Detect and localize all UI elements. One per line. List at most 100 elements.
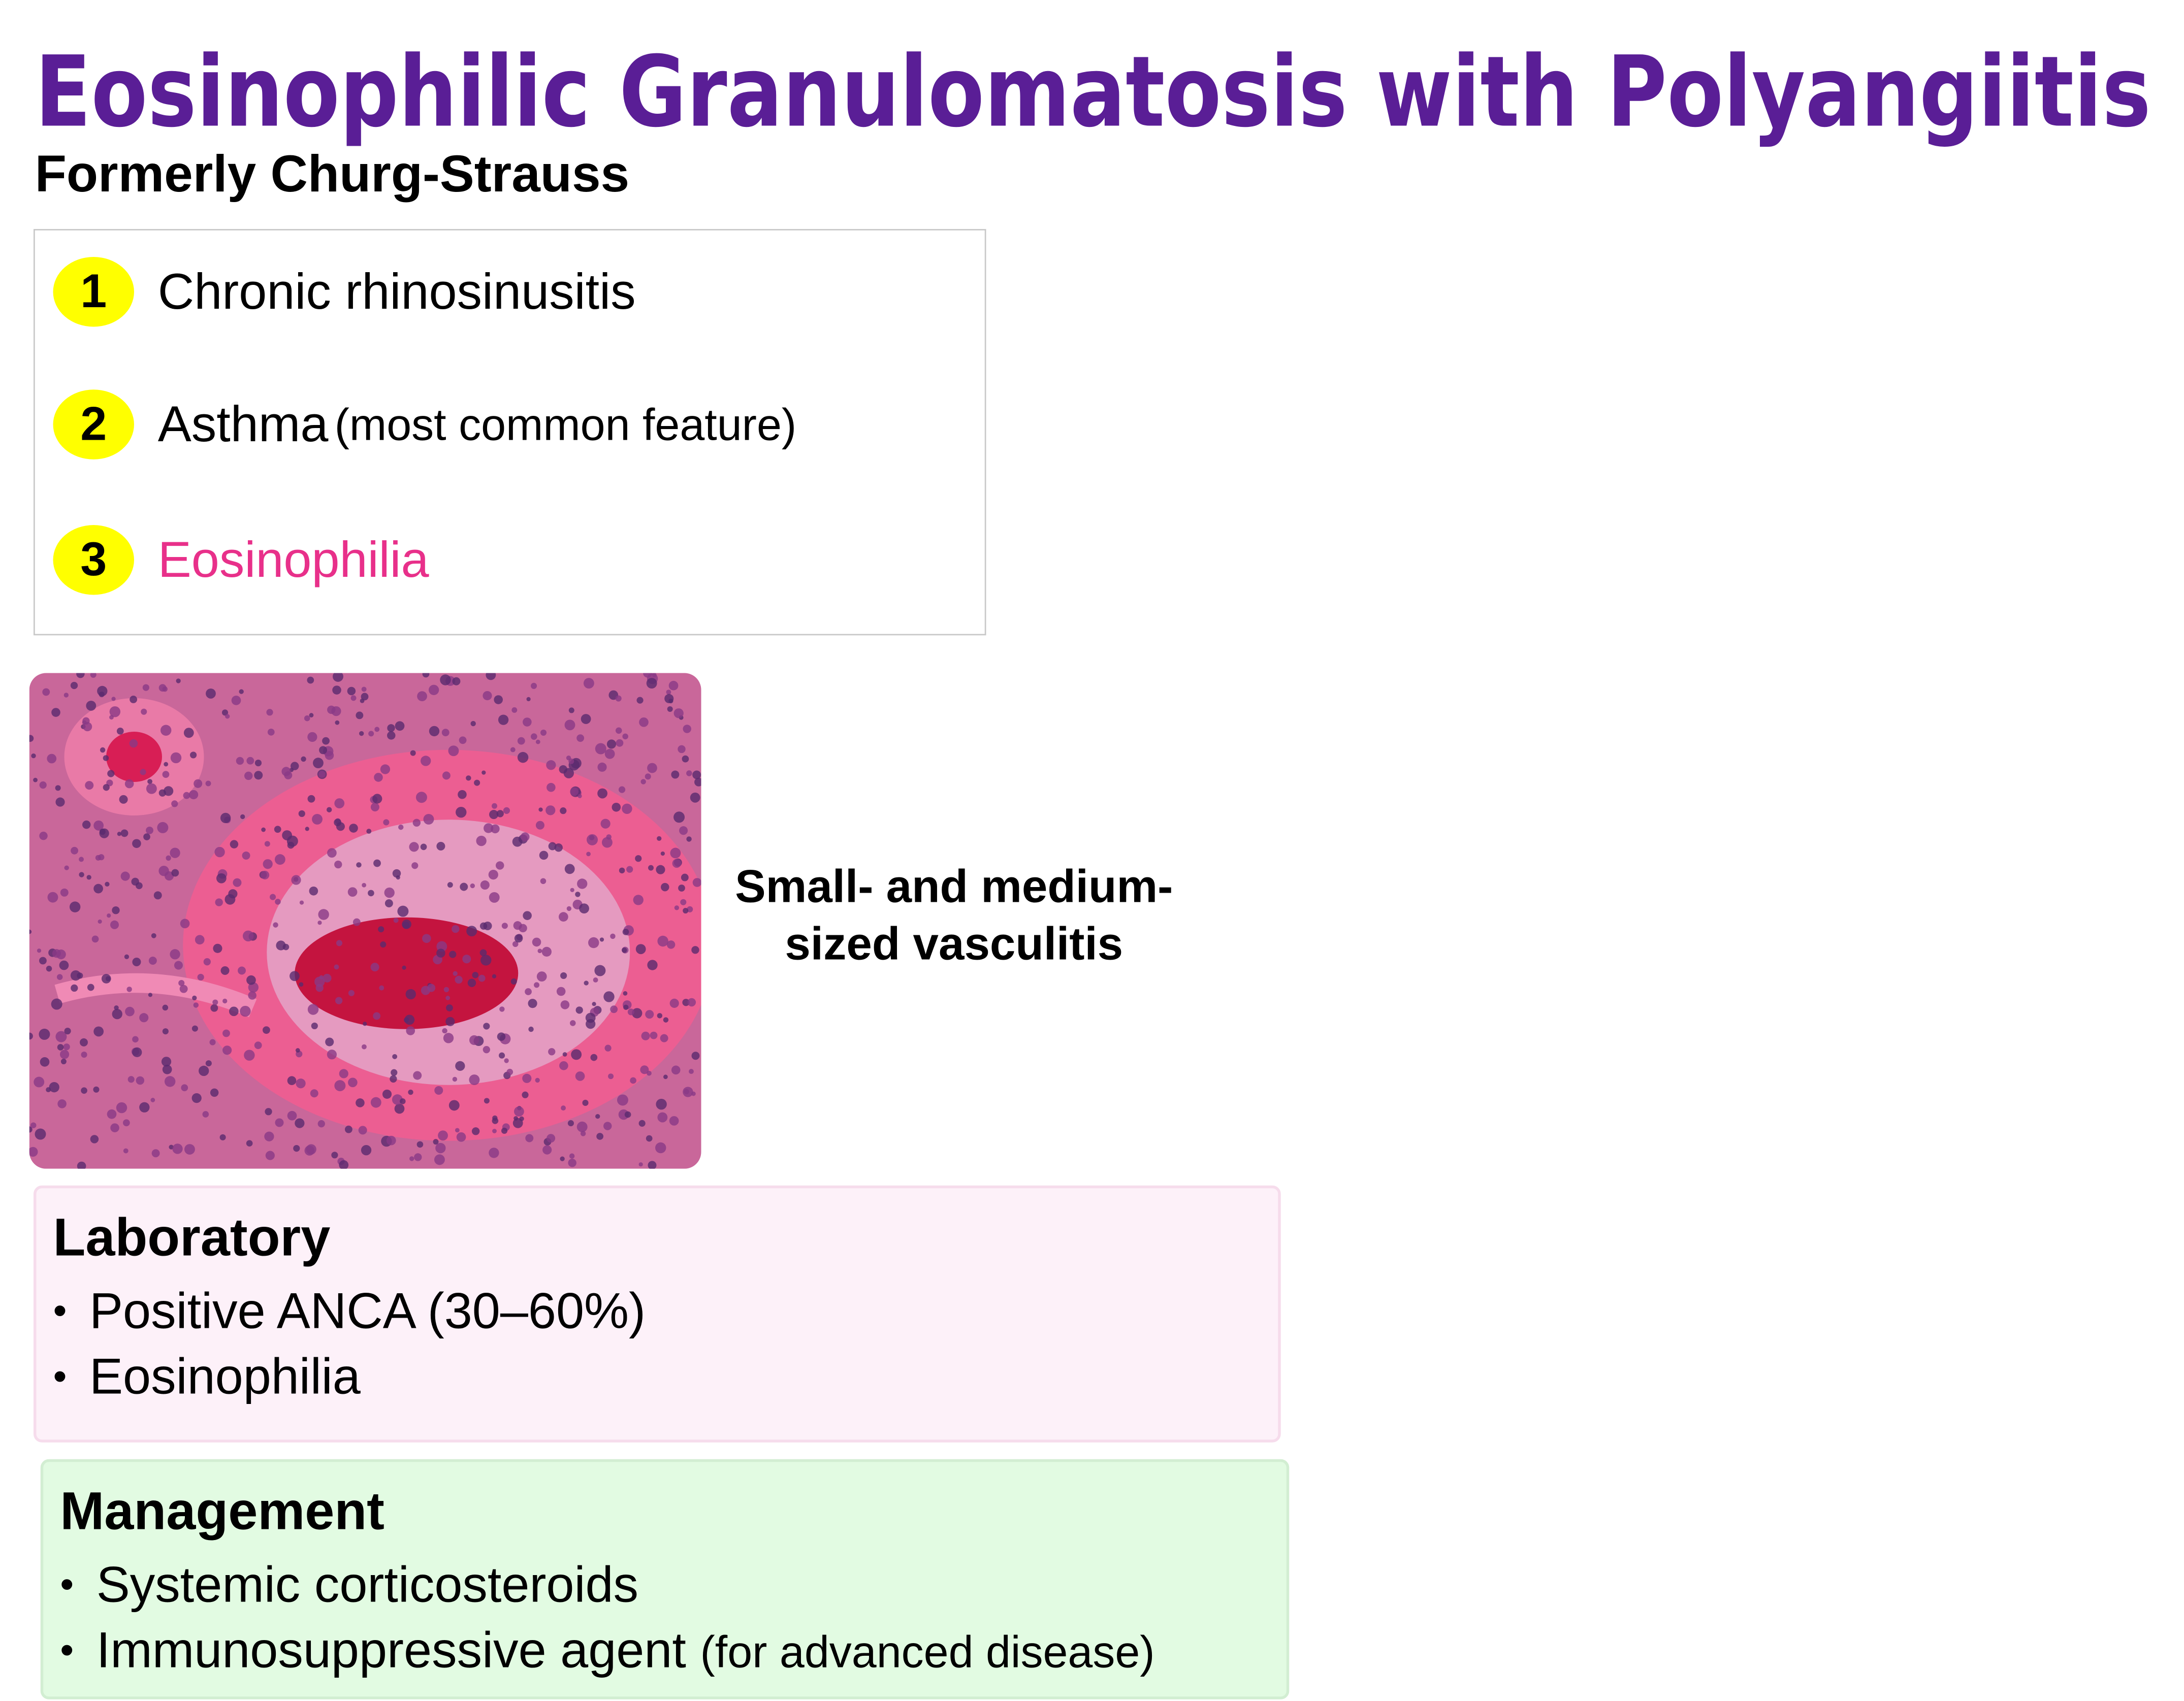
nucleus [120, 829, 129, 837]
nucleus [492, 803, 497, 809]
nucleus [523, 911, 532, 920]
nucleus [687, 998, 696, 1007]
nucleus [373, 859, 381, 867]
nucleus [86, 700, 97, 711]
nucleus [52, 949, 61, 958]
nucleus [655, 1142, 666, 1154]
nucleus [499, 1052, 505, 1059]
nucleus [275, 1118, 284, 1127]
nucleus [666, 940, 676, 949]
nucleus [442, 771, 451, 780]
nucleus [517, 751, 529, 763]
nucleus [512, 836, 523, 847]
nucleus [361, 1044, 367, 1050]
nucleus [657, 1112, 668, 1123]
nucleus [361, 686, 367, 692]
nucleus [579, 903, 589, 914]
nucleus [370, 1097, 381, 1108]
nucleus [157, 822, 169, 833]
nucleus [387, 724, 395, 732]
nucleus [274, 854, 285, 865]
nucleus [686, 770, 692, 776]
nucleus [599, 937, 604, 942]
nucleus [443, 1033, 454, 1043]
nucleus [225, 714, 230, 719]
nucleus [471, 1127, 480, 1135]
nucleus [299, 982, 304, 987]
nucleus [422, 673, 430, 678]
nucleus [81, 1087, 87, 1094]
nucleus [318, 909, 329, 920]
nucleus [398, 824, 404, 830]
nucleus [139, 1102, 150, 1113]
nucleus [299, 900, 304, 905]
nucleus [210, 1004, 218, 1012]
nucleus [305, 827, 309, 831]
fiber [54, 973, 257, 1018]
nucleus [93, 884, 103, 894]
nucleus [622, 733, 628, 740]
nucleus [60, 1059, 67, 1065]
nucleus [570, 1020, 576, 1026]
nucleus [77, 1161, 86, 1169]
nucleus [635, 855, 642, 862]
nucleus [231, 696, 241, 705]
nucleus [496, 810, 504, 817]
nucleus [265, 1108, 272, 1116]
nucleus [438, 1130, 448, 1141]
nucleus [469, 1035, 479, 1045]
nucleus [615, 695, 622, 702]
nucleus [158, 789, 166, 797]
nucleus [501, 923, 508, 929]
nucleus [309, 886, 318, 896]
nucleus [626, 866, 633, 873]
nucleus [646, 678, 657, 689]
nucleus [123, 1119, 130, 1127]
nucleus [336, 822, 345, 831]
nucleus [266, 709, 273, 716]
nucleus [59, 960, 69, 970]
nucleus [645, 773, 651, 780]
nucleus [586, 852, 591, 857]
nucleus [240, 1005, 251, 1017]
nucleus [548, 1048, 556, 1056]
subtitle: Formerly Churg-Strauss [35, 145, 630, 203]
nucleus [34, 1076, 45, 1088]
nucleus [178, 979, 185, 987]
nucleus [671, 1065, 681, 1075]
nucleus [671, 770, 680, 779]
nucleus [286, 835, 298, 847]
nucleus [51, 708, 60, 717]
histology-image [29, 673, 701, 1169]
nucleus [298, 810, 305, 817]
criterion-number: 3 [53, 525, 134, 595]
nucleus [103, 784, 110, 791]
nucleus [478, 974, 486, 982]
nucleus [484, 823, 494, 833]
nucleus [47, 754, 57, 764]
nucleus [359, 731, 364, 736]
nucleus [409, 842, 419, 852]
nucleus [525, 1134, 534, 1142]
nucleus [445, 996, 451, 1000]
nucleus [559, 912, 568, 922]
nucleus [657, 836, 662, 841]
nucleus [319, 975, 324, 979]
nucleus [412, 819, 421, 827]
nucleus [636, 697, 644, 704]
nucleus [326, 807, 332, 812]
nucleus [618, 786, 626, 793]
criterion-text: Chronic rhinosinusitis [157, 263, 636, 320]
nucleus [193, 1002, 199, 1008]
nucleus [239, 689, 244, 694]
nucleus [112, 1008, 122, 1020]
nucleus [559, 1061, 568, 1070]
nucleus [224, 894, 236, 905]
nucleus [616, 739, 624, 747]
nucleus [606, 834, 612, 840]
image-caption: Small- and medium-sized vasculitis [735, 860, 1173, 969]
nucleus [238, 966, 246, 975]
nucleus [615, 727, 622, 734]
nucleus [536, 971, 547, 982]
nucleus [304, 715, 310, 722]
